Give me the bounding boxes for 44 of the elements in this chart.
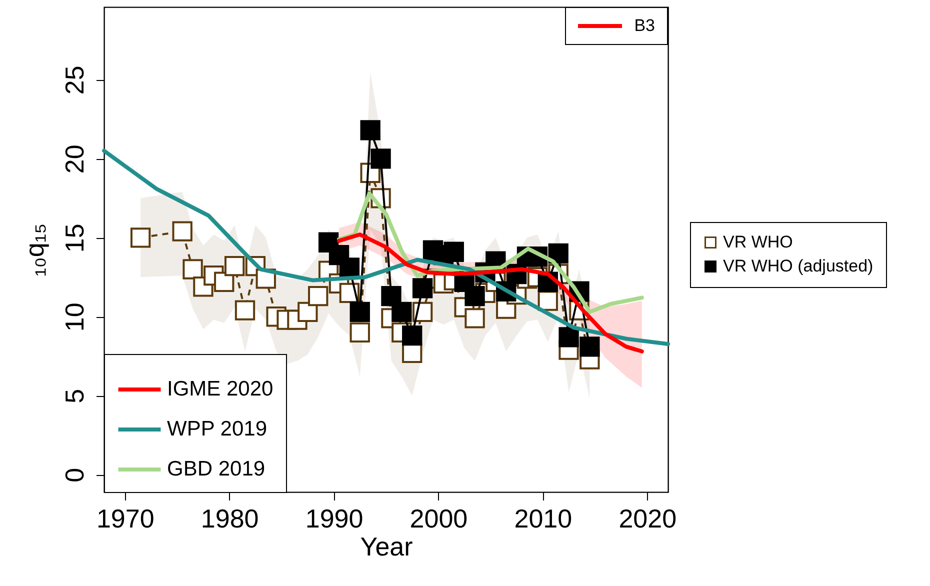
point [402, 326, 422, 346]
x-tick-label: 2000 [410, 504, 468, 534]
point [234, 300, 256, 320]
x-tick-label: 1990 [305, 504, 364, 534]
point [298, 302, 318, 322]
x-axis-title: Year [360, 532, 414, 562]
legend-label: WPP 2019 [167, 418, 268, 440]
point [548, 243, 568, 264]
point [224, 256, 245, 276]
point [182, 259, 203, 280]
legend-label: VR WHO (adjusted) [723, 256, 874, 276]
y-tick-label: 15 [60, 224, 90, 253]
point [214, 272, 234, 292]
annotation: B3 [634, 16, 655, 36]
x-tick-label: 1970 [96, 504, 154, 534]
x-tick-label: 2020 [618, 504, 677, 534]
y-tick-label: 10 [60, 302, 90, 332]
x-tick-label: 2010 [514, 504, 572, 534]
point [381, 286, 402, 306]
point [172, 221, 192, 242]
point [130, 228, 151, 248]
point [308, 286, 328, 306]
point [350, 322, 370, 343]
line-series [102, 148, 670, 346]
point [412, 278, 433, 298]
y-tick-label: 5 [60, 388, 90, 404]
legend-label: IGME 2020 [167, 378, 274, 400]
point [339, 258, 360, 278]
point [350, 302, 370, 322]
x-tick-label: 1980 [200, 504, 259, 534]
point [360, 120, 380, 140]
point [392, 302, 412, 322]
point [558, 327, 579, 348]
legend-label: GBD 2019 [167, 458, 266, 480]
point [444, 242, 464, 262]
y-tick-label: 0 [60, 468, 90, 482]
point [464, 308, 485, 328]
legend-label: VR WHO [723, 232, 793, 252]
y-axis-title: ₁₀q₁₅ [20, 223, 50, 277]
point [464, 286, 485, 306]
y-tick-label: 20 [60, 144, 90, 174]
point [370, 148, 391, 169]
point [580, 336, 600, 357]
y-tick-label: 25 [60, 66, 90, 95]
